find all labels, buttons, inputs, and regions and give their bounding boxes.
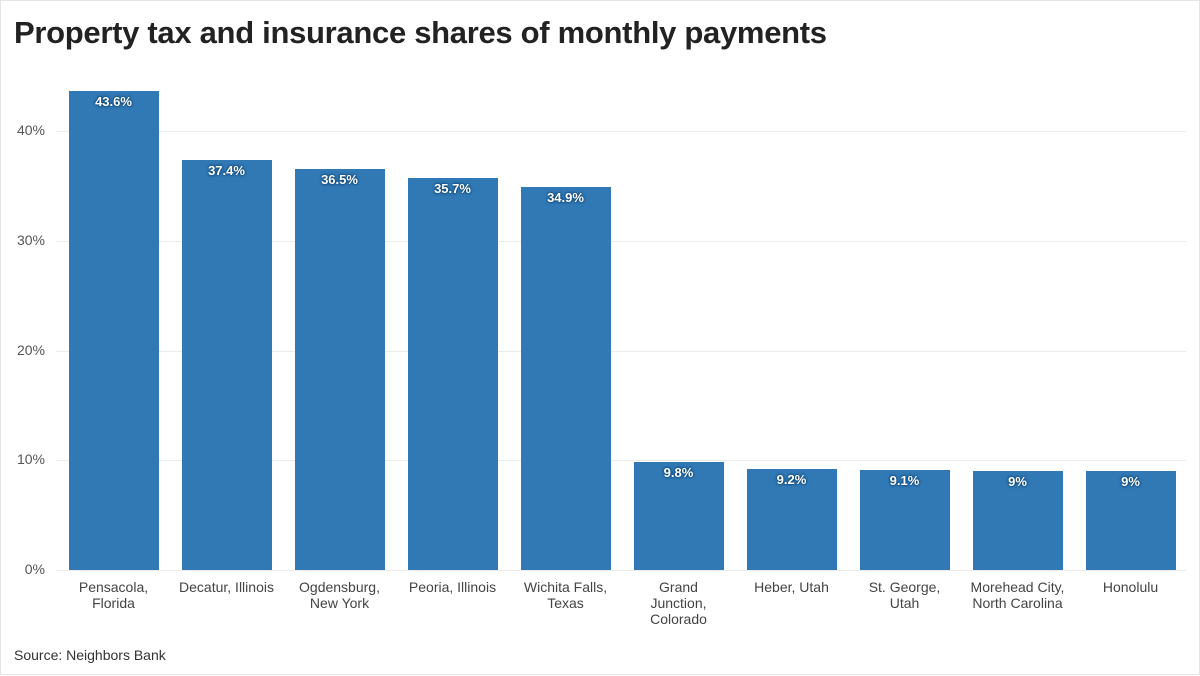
data-label: 9.2% — [776, 472, 807, 488]
gridline — [56, 240, 1186, 242]
y-tick-label: 40% — [16, 122, 45, 138]
bar — [746, 469, 837, 570]
bar — [633, 462, 724, 570]
x-tick-label: Morehead City, North Carolina — [970, 579, 1065, 611]
x-tick-label: Heber, Utah — [754, 579, 829, 595]
chart-title: Property tax and insurance shares of mon… — [14, 15, 827, 50]
gridline — [56, 570, 1186, 571]
bar — [407, 178, 498, 570]
bar — [972, 471, 1063, 570]
bar — [859, 470, 950, 570]
x-tick-label: Honolulu — [1102, 579, 1159, 595]
gridline — [56, 350, 1186, 352]
data-label: 35.7% — [434, 181, 471, 197]
y-tick-label: 20% — [16, 341, 45, 358]
gridline — [56, 131, 1186, 132]
y-tick-label: 10% — [16, 451, 45, 468]
y-tick-label: 0% — [24, 561, 45, 577]
gridline — [56, 460, 1186, 462]
data-label: 34.9% — [547, 189, 584, 205]
data-label: 36.5% — [321, 172, 358, 188]
y-tick-label: 30% — [16, 231, 45, 248]
data-label: 9.1% — [889, 473, 920, 489]
data-label: 43.6% — [95, 94, 132, 110]
x-tick-label: Decatur, Illinois — [179, 579, 274, 595]
x-tick-label: Ogdensburg, New York — [299, 579, 380, 611]
x-tick-label: Wichita Falls, Texas — [523, 579, 608, 611]
bar — [1085, 471, 1176, 570]
bar — [294, 169, 385, 570]
data-label: 37.4% — [208, 162, 245, 178]
x-tick-label: Pensacola, Florida — [78, 579, 149, 611]
bar — [68, 91, 159, 570]
data-label: 9.8% — [663, 465, 694, 481]
x-tick-label: Peoria, Illinois — [408, 579, 497, 595]
source-note: Source: Neighbors Bank — [14, 647, 166, 663]
data-label: 9% — [1121, 474, 1140, 490]
bar — [520, 186, 611, 570]
bar — [181, 159, 272, 570]
x-tick-label: Grand Junction, Colorado — [650, 579, 707, 627]
x-tick-label: St. George, Utah — [868, 579, 941, 611]
data-label: 9% — [1008, 474, 1027, 490]
